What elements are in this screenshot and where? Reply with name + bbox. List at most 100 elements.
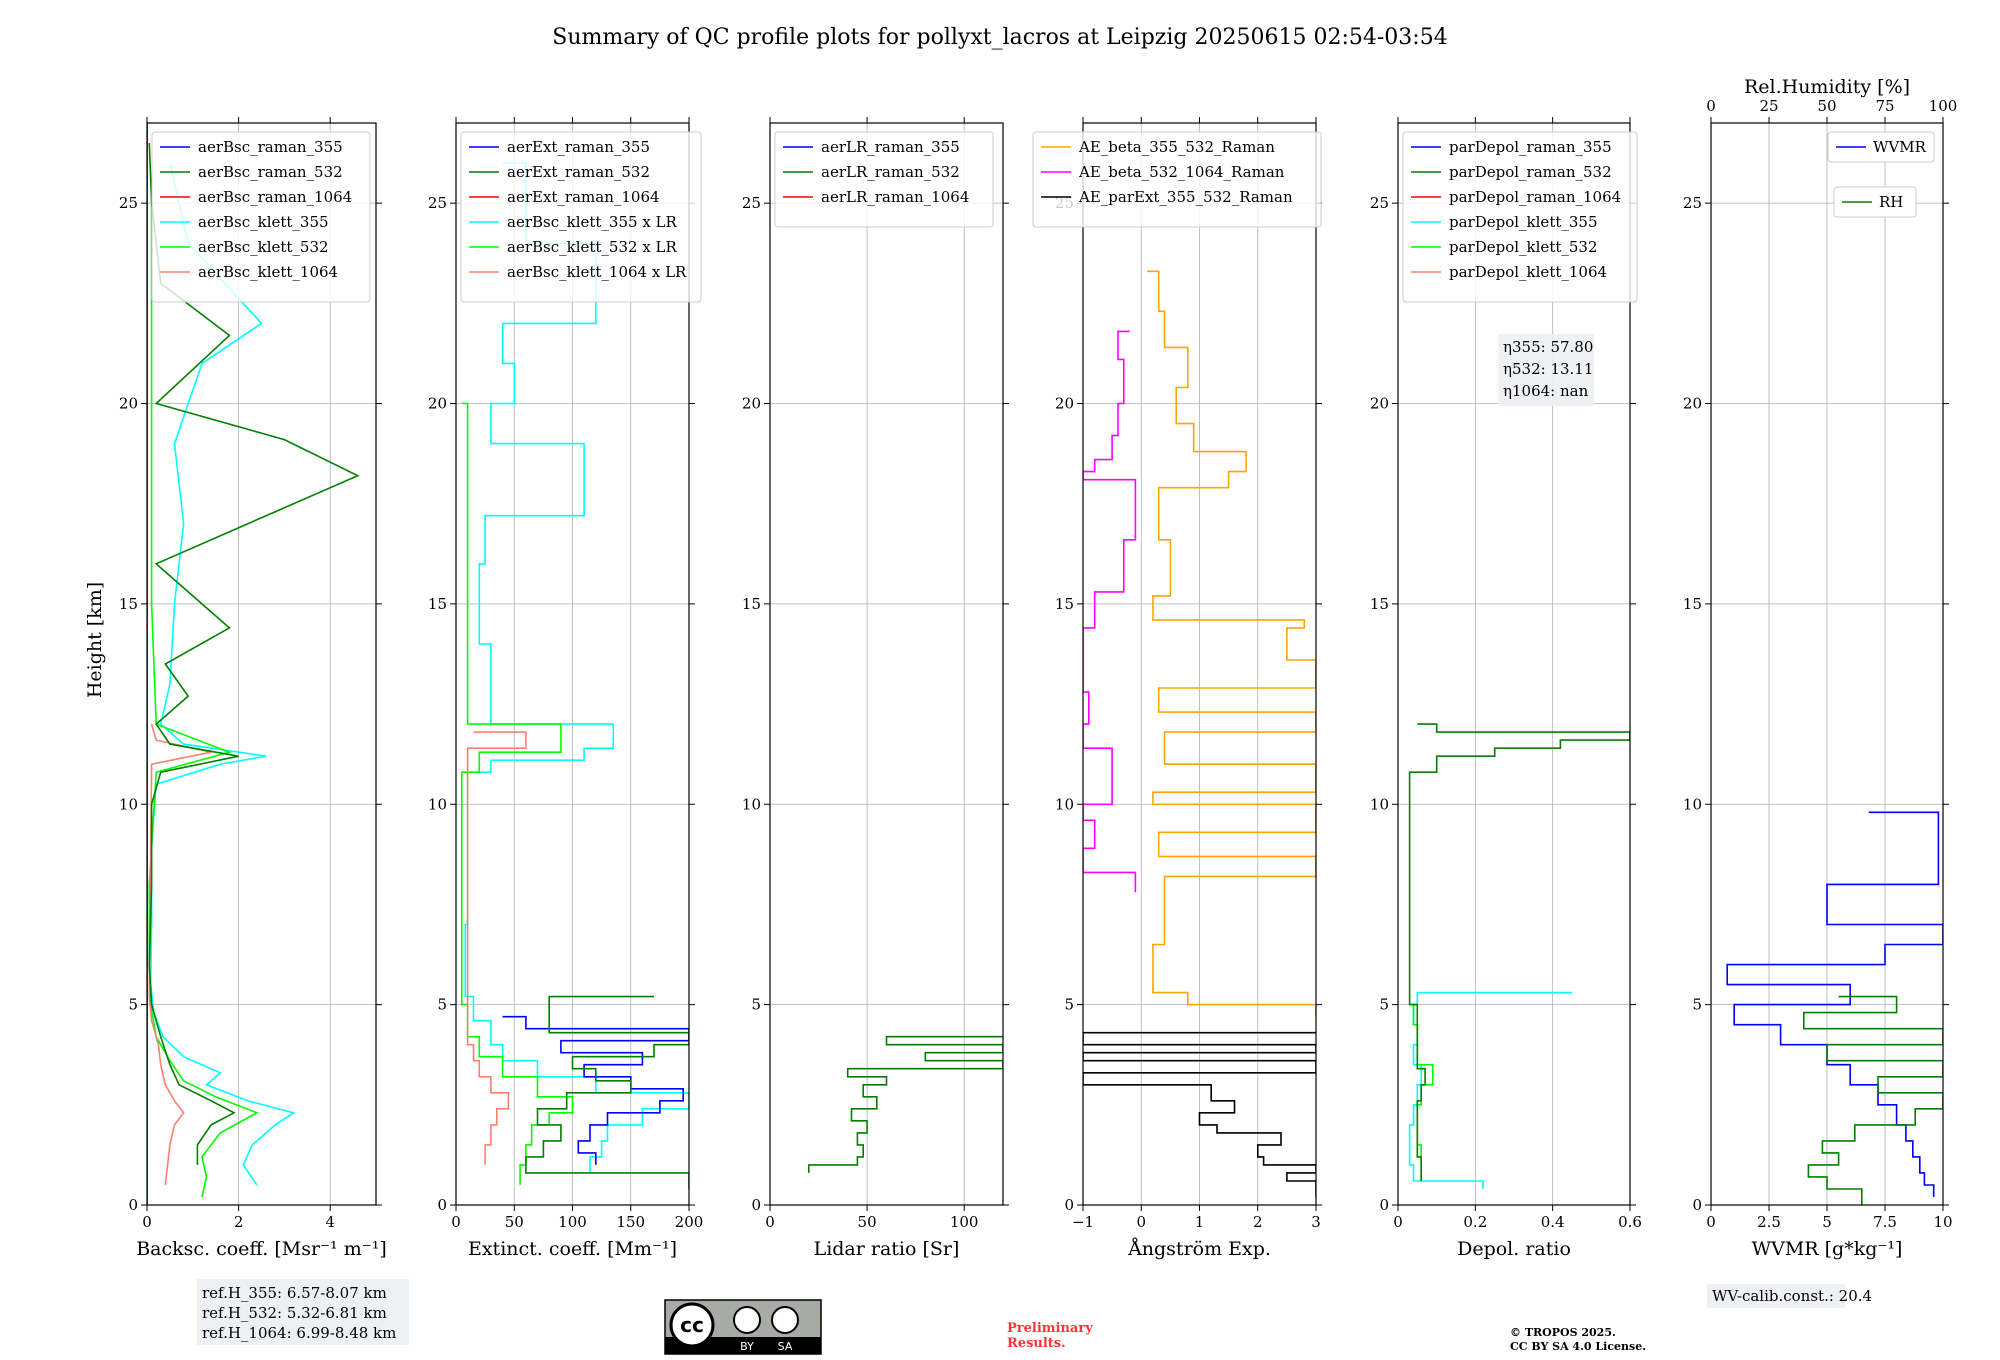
top-x-tick-label-4: 100 [1929, 97, 1958, 115]
x-tick-label-ae-0: −1 [1072, 1213, 1094, 1231]
x-axis-label-bsc: Backsc. coeff. [Msr⁻¹ m⁻¹] [136, 1238, 387, 1260]
series-line-bsc-2 [148, 723, 212, 1186]
series-line-depol-0 [1408, 991, 1572, 1189]
x-axis-label-wv: WVMR [g*kg⁻¹] [1752, 1238, 1903, 1260]
x-tick-label-ae-1: 0 [1136, 1213, 1146, 1231]
legend-label-ext-0: aerExt_raman_355 [507, 138, 650, 156]
y-tick-label-lr-1: 5 [751, 996, 761, 1014]
top-x-tick-label-3: 75 [1875, 97, 1894, 115]
wv-calib-text: WV-calib.const.: 20.4 [1712, 1287, 1872, 1305]
x-tick-label-lr-0: 0 [765, 1213, 775, 1231]
legend-label-bsc-4: aerBsc_klett_532 [198, 238, 329, 256]
figure-title: Summary of QC profile plots for pollyxt_… [552, 25, 1447, 50]
y-tick-label-bsc-3: 15 [119, 595, 138, 613]
series-line-depol-2 [1408, 723, 1630, 1181]
y-tick-label-wv-2: 10 [1683, 795, 1702, 813]
x-tick-label-bsc-0: 0 [142, 1213, 152, 1231]
y-tick-label-ext-3: 15 [428, 595, 447, 613]
series-group-depol [1408, 723, 1630, 1189]
y-tick-label-depol-4: 20 [1370, 395, 1389, 413]
y-tick-label-ae-0: 0 [1064, 1196, 1074, 1214]
legend-ae: AE_beta_355_532_Raman AE_beta_532_1064_Ra… [1032, 131, 1322, 228]
x-tick-label-bsc-1: 2 [234, 1213, 244, 1231]
legend-label-depol-4: parDepol_klett_532 [1449, 238, 1598, 256]
legend-label-lr-0: aerLR_raman_355 [821, 138, 960, 156]
series-group-ae [1083, 270, 1316, 1197]
x-tick-label-ext-4: 200 [675, 1213, 704, 1231]
y-tick-label-depol-5: 25 [1370, 194, 1389, 212]
legend-label-ae-1: AE_beta_532_1064_Raman [1078, 163, 1285, 181]
wv-calib-box: WV-calib.const.: 20.4 [1707, 1284, 1872, 1308]
legend-label-wvmr: WVMR [1873, 138, 1927, 156]
y-tick-label-ext-1: 5 [437, 996, 447, 1014]
y-tick-label-wv-4: 20 [1683, 395, 1702, 413]
legend-label-ext-2: aerExt_raman_1064 [507, 188, 660, 206]
preliminary-line-1: Preliminary [1007, 1321, 1093, 1336]
x-tick-label-lr-1: 50 [858, 1213, 877, 1231]
legend-label-depol-0: parDepol_raman_355 [1449, 138, 1612, 156]
legend-box-wvmr [1827, 131, 1935, 163]
panel-lr: 0 50 100 0 5 10 15 20 25 Lidar ratio [Sr] aerLR_ra… [742, 117, 1009, 1260]
eta-annotation: η355: 57.80 η532: 13.11 η1064: nan [1498, 334, 1594, 406]
legend-box-ext [460, 131, 702, 303]
y-tick-label-ext-5: 25 [428, 194, 447, 212]
by-label: BY [740, 1340, 754, 1353]
panel-ext: 0 50 100 150 200 0 5 10 15 20 25 Extinct. coeff. [M… [428, 117, 703, 1260]
legend-label-rh: RH [1879, 193, 1903, 211]
x-tick-label-ext-0: 0 [451, 1213, 461, 1231]
legend-label-ext-5: aerBsc_klett_1064 x LR [507, 263, 687, 281]
ref-height-box: ref.H_355: 6.57-8.07 km ref.H_532: 5.32-… [197, 1279, 409, 1345]
eta-label-2: η1064: nan [1503, 382, 1589, 400]
panel-bsc: 0 2 4 0 5 10 15 20 25 Backsc. coeff. [Msr⁻¹ m⁻¹] a… [119, 117, 387, 1260]
x-tick-label-depol-3: 0.6 [1618, 1213, 1642, 1231]
y-tick-label-lr-4: 20 [742, 395, 761, 413]
series-line-ae-0 [1147, 270, 1316, 1017]
series-line-ext-0 [464, 162, 689, 1173]
x-tick-label-ae-2: 1 [1195, 1213, 1205, 1231]
y-tick-label-ae-4: 20 [1055, 395, 1074, 413]
legend-label-ext-1: aerExt_raman_532 [507, 163, 650, 181]
x-tick-label-ae-3: 2 [1253, 1213, 1263, 1231]
y-tick-label-ae-2: 10 [1055, 795, 1074, 813]
legend-label-bsc-1: aerBsc_raman_532 [198, 163, 343, 181]
x-axis-label-ext: Extinct. coeff. [Mm⁻¹] [468, 1238, 677, 1260]
top-x-tick-label-0: 0 [1706, 97, 1716, 115]
series-line-lr-0 [807, 1035, 1003, 1173]
top-x-tick-label-2: 50 [1817, 97, 1836, 115]
x-tick-label-bsc-2: 4 [325, 1213, 335, 1231]
series-line-ae-2 [1083, 1031, 1316, 1197]
series-line-ext-4 [525, 995, 689, 1189]
legend-label-ae-2: AE_parExt_355_532_Raman [1078, 188, 1293, 206]
x-tick-label-depol-0: 0 [1393, 1213, 1403, 1231]
y-axis-label: Height [km] [84, 582, 106, 698]
series-line-wv-1 [1803, 995, 1943, 1205]
x-tick-label-depol-1: 0.2 [1463, 1213, 1487, 1231]
series-line-bsc-3 [148, 142, 360, 1165]
panel-ae: −101230510152025Ångström Exp.AE_beta_355… [1032, 117, 1322, 1260]
legend-label-bsc-0: aerBsc_raman_355 [198, 138, 343, 156]
legend-label-bsc-5: aerBsc_klett_1064 [198, 263, 338, 281]
cc-logo-icon [669, 1302, 715, 1348]
legend-label-ae-0: AE_beta_355_532_Raman [1078, 138, 1275, 156]
ref-height-bg [197, 1279, 409, 1345]
legend-label-bsc-3: aerBsc_klett_355 [198, 213, 329, 231]
x-axis-label-depol: Depol. ratio [1457, 1238, 1571, 1260]
sa-label: SA [778, 1340, 793, 1353]
x-tick-label-ext-2: 100 [558, 1213, 587, 1231]
eta-label-0: η355: 57.80 [1503, 338, 1593, 356]
legend-label-depol-5: parDepol_klett_1064 [1449, 263, 1607, 281]
wv-calib-bg [1707, 1284, 1845, 1308]
ref-height-532: ref.H_532: 5.32-6.81 km [202, 1304, 387, 1322]
y-tick-label-wv-1: 5 [1692, 996, 1702, 1014]
x-tick-label-depol-2: 0.4 [1541, 1213, 1565, 1231]
legend-box-lr [774, 131, 994, 228]
series-group-bsc [147, 123, 360, 1205]
series-line-depol-1 [1409, 1003, 1434, 1181]
y-tick-label-depol-0: 0 [1379, 1196, 1389, 1214]
series-line-ext-1 [460, 402, 574, 1185]
y-tick-label-lr-5: 25 [742, 194, 761, 212]
y-tick-label-bsc-1: 5 [128, 996, 138, 1014]
panel-depol: 0 0.2 0.4 0.6 0 5 10 15 20 25 Depol. ratio parDepol… [1370, 117, 1642, 1260]
